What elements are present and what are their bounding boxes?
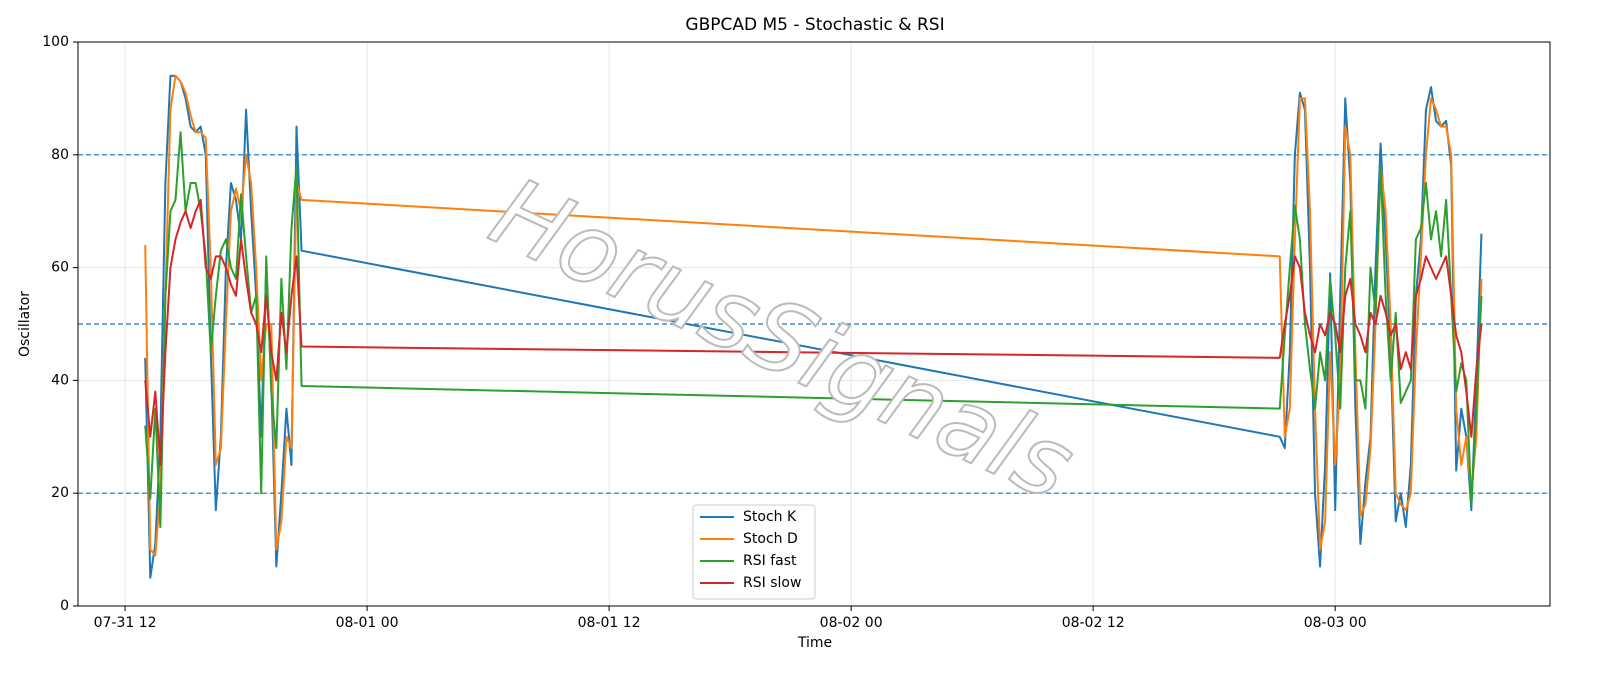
x-tick-label: 08-01 00 [336,615,399,631]
x-tick-label: 08-02 12 [1062,615,1125,631]
legend-label: Stoch D [743,531,798,547]
y-tick-label: 40 [51,372,69,388]
plot-frame [77,41,1551,607]
y-tick-label: 0 [60,598,69,614]
chart-title: GBPCAD M5 - Stochastic & RSI [685,15,944,35]
legend-label: RSI slow [743,575,801,591]
series-line [144,198,1483,466]
series-line [144,74,1483,557]
x-tick-label: 08-03 00 [1304,615,1367,631]
y-axis-label: Oscillator [17,291,33,357]
grid: 0 20 40 60 80 100 07-31 12 08-01 00 08-01 12 08-0… [42,34,1550,631]
x-axis-label: Time [797,635,832,651]
legend-box [692,504,816,600]
y-tick-label: 80 [51,147,69,163]
x-tick-label: 07-31 12 [94,615,157,631]
y-tick-label: 20 [51,485,69,501]
y-tick-label: 60 [51,260,69,276]
plot-area [78,74,1550,579]
x-tick-label: 08-02 00 [820,615,883,631]
y-tick-label: 100 [42,34,69,50]
legend-label: RSI fast [743,553,797,569]
x-tick-label: 08-01 12 [578,615,641,631]
legend: Stoch K Stoch D RSI fast RSI slow [692,504,816,600]
legend-label: Stoch K [743,509,797,525]
